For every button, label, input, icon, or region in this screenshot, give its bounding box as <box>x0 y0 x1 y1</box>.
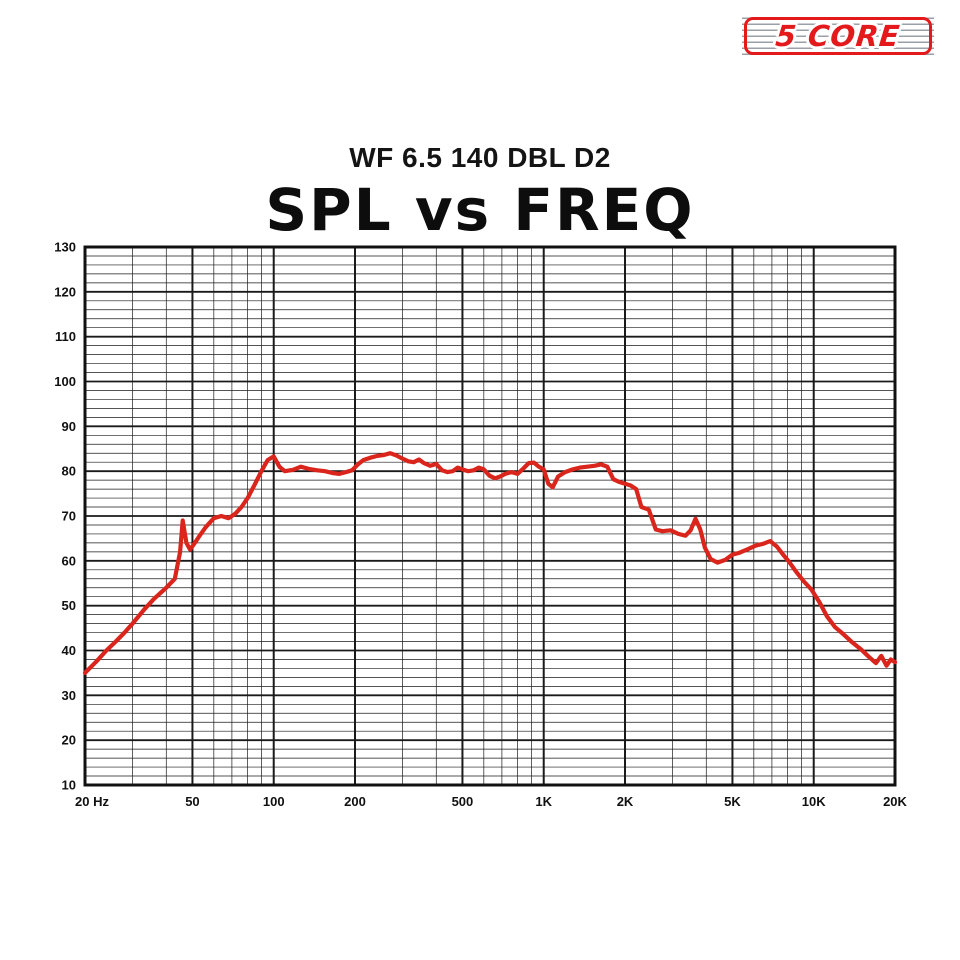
y-tick-label: 130 <box>54 240 76 255</box>
x-tick-label: 10K <box>802 794 826 809</box>
x-tick-label: 20 Hz <box>75 794 109 809</box>
y-tick-label: 20 <box>62 733 76 748</box>
y-tick-label: 80 <box>62 464 76 479</box>
x-tick-label: 500 <box>452 794 474 809</box>
spl-curve <box>82 451 898 676</box>
y-tick-label: 100 <box>54 374 76 389</box>
x-tick-label: 1K <box>535 794 552 809</box>
x-tick-label: 50 <box>185 794 199 809</box>
y-tick-label: 90 <box>62 419 76 434</box>
brand-logo: 5 CORE <box>742 13 934 59</box>
y-tick-label: 60 <box>62 553 76 568</box>
y-tick-label: 70 <box>62 509 76 524</box>
logo-stripes <box>742 13 934 59</box>
y-tick-label: 120 <box>54 284 76 299</box>
y-tick-label: 50 <box>62 598 76 613</box>
logo-border <box>744 17 932 55</box>
y-tick-label: 30 <box>62 688 76 703</box>
x-tick-label: 5K <box>724 794 741 809</box>
plot-frame <box>83 245 897 787</box>
y-tick-label: 40 <box>62 643 76 658</box>
x-tick-label: 20K <box>883 794 907 809</box>
chart-title: SPL vs FREQ <box>265 176 695 244</box>
x-tick-label: 100 <box>263 794 285 809</box>
y-tick-label: 110 <box>55 329 76 344</box>
y-tick-label: 10 <box>62 778 76 793</box>
x-tick-label: 2K <box>617 794 634 809</box>
x-tick-label: 200 <box>344 794 366 809</box>
chart-subtitle: WF 6.5 140 DBL D2 <box>349 142 611 173</box>
